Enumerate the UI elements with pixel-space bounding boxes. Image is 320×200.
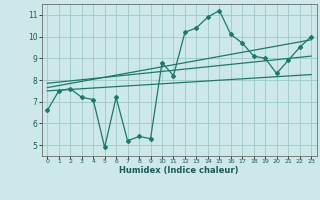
X-axis label: Humidex (Indice chaleur): Humidex (Indice chaleur) [119,166,239,175]
